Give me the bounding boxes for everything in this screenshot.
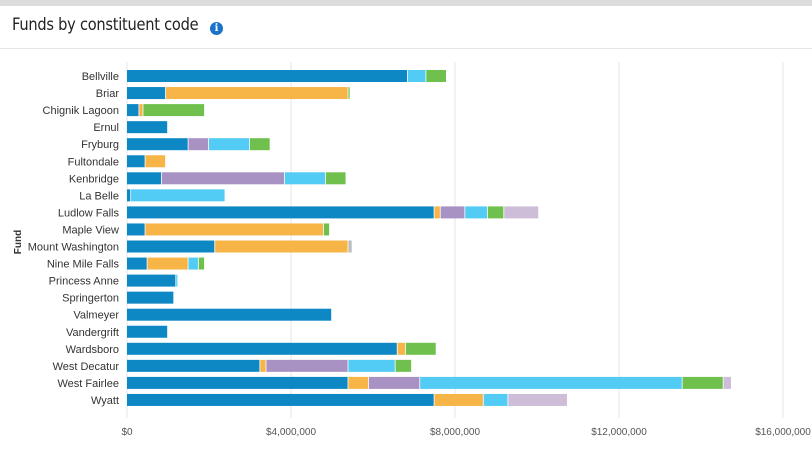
bar-segment[interactable]	[440, 206, 465, 219]
bar-segment[interactable]	[284, 172, 326, 185]
bar-segment[interactable]	[397, 342, 405, 355]
category-label: Vandergrift	[66, 327, 119, 339]
x-tick-label: $16,000,000	[755, 427, 811, 438]
bar-segment[interactable]	[147, 257, 188, 270]
category-label: Ernul	[93, 122, 119, 134]
bar-segment[interactable]	[723, 376, 731, 389]
bar-segment[interactable]	[127, 70, 408, 82]
bar-segment[interactable]	[176, 274, 178, 287]
category-label: West Decatur	[53, 361, 120, 373]
bar-segment[interactable]	[127, 223, 145, 236]
category-label: Wardsboro	[66, 344, 119, 356]
bar-segment[interactable]	[504, 206, 539, 219]
category-label: Bellville	[82, 71, 119, 83]
bar-segment[interactable]	[434, 206, 440, 219]
bar-segment[interactable]	[143, 104, 205, 117]
bar-segment[interactable]	[508, 393, 567, 406]
bar-segment[interactable]	[348, 376, 369, 389]
bar-segment[interactable]	[127, 274, 176, 287]
bar-segment[interactable]	[127, 393, 434, 406]
x-tick-label: $8,000,000	[430, 427, 480, 438]
bar-segment[interactable]	[368, 376, 420, 389]
bar-segment[interactable]	[209, 138, 250, 151]
category-label: Fryburg	[81, 139, 119, 151]
bar-segment[interactable]	[131, 189, 225, 202]
category-label: Chignik Lagoon	[43, 105, 119, 117]
category-label: Valmeyer	[73, 310, 119, 322]
bar-segment[interactable]	[127, 325, 168, 338]
bar-segment[interactable]	[127, 87, 166, 100]
category-label: La Belle	[79, 190, 119, 202]
chart-panel: Funds by constituent code i Bellville Bri…	[0, 6, 812, 452]
category-label: Ludlow Falls	[58, 207, 120, 219]
category-label: Mount Washington	[28, 242, 119, 254]
bar-segment[interactable]	[487, 206, 504, 219]
bar-segment[interactable]	[483, 393, 508, 406]
bar-segment[interactable]	[127, 308, 332, 321]
info-icon[interactable]: i	[210, 22, 223, 35]
bar-segment[interactable]	[165, 87, 348, 100]
bar-segment[interactable]	[420, 376, 682, 389]
category-label: Briar	[96, 88, 120, 100]
bar-segment[interactable]	[127, 257, 147, 270]
x-tick-label: $12,000,000	[591, 427, 647, 438]
bar-segment[interactable]	[127, 138, 188, 151]
bar-segment[interactable]	[127, 121, 168, 134]
bar-segment[interactable]	[348, 240, 352, 253]
category-label: Kenbridge	[69, 173, 119, 185]
bar-segment[interactable]	[348, 87, 350, 100]
bar-segment[interactable]	[407, 70, 426, 82]
bar-segment[interactable]	[260, 359, 266, 372]
bar-segment[interactable]	[395, 359, 412, 372]
category-label: Springerton	[62, 293, 119, 305]
bar-segment[interactable]	[145, 223, 323, 236]
category-label: Princess Anne	[49, 276, 119, 288]
stacked-bar-chart: Bellville Briar Chignik Lagoon Ernul Fryburg…	[13, 62, 811, 438]
bar-segment[interactable]	[127, 206, 434, 219]
bar-segment[interactable]	[127, 291, 174, 304]
bar-segment[interactable]	[188, 257, 198, 270]
panel-header: Funds by constituent code i	[0, 6, 812, 49]
bar-segment[interactable]	[348, 359, 395, 372]
bar-segment[interactable]	[426, 70, 446, 82]
bar-segment[interactable]	[139, 104, 143, 117]
bar-segment[interactable]	[405, 342, 436, 355]
bar-segment[interactable]	[323, 223, 330, 236]
bar-segment[interactable]	[127, 172, 162, 185]
bar-segment[interactable]	[465, 206, 487, 219]
bar-segment[interactable]	[266, 359, 348, 372]
y-axis-title: Fund	[13, 230, 24, 254]
bar-segment[interactable]	[198, 257, 205, 270]
bar-segment[interactable]	[127, 376, 348, 389]
bar-segment[interactable]	[145, 155, 166, 168]
category-label: West Fairlee	[57, 378, 119, 390]
bar-segment[interactable]	[325, 172, 346, 185]
bar-segment[interactable]	[127, 359, 260, 372]
category-label: Wyatt	[91, 395, 119, 407]
bar-segment[interactable]	[127, 240, 215, 253]
category-label: Nine Mile Falls	[47, 259, 120, 271]
chart-title: Funds by constituent code	[12, 15, 199, 35]
bar-segment[interactable]	[127, 189, 131, 202]
bar-segment[interactable]	[188, 138, 209, 151]
category-label: Fultondale	[68, 156, 119, 168]
bar-segment[interactable]	[127, 342, 397, 355]
bar-segment[interactable]	[127, 104, 139, 117]
x-tick-label: $4,000,000	[266, 427, 316, 438]
x-tick-label: $0	[121, 427, 133, 438]
bar-segment[interactable]	[127, 155, 145, 168]
bar-segment[interactable]	[434, 393, 483, 406]
bar-segment[interactable]	[682, 376, 723, 389]
bar-segment[interactable]	[215, 240, 348, 253]
category-label: Maple View	[62, 224, 119, 236]
bar-segment[interactable]	[250, 138, 270, 151]
bar-segment[interactable]	[161, 172, 285, 185]
